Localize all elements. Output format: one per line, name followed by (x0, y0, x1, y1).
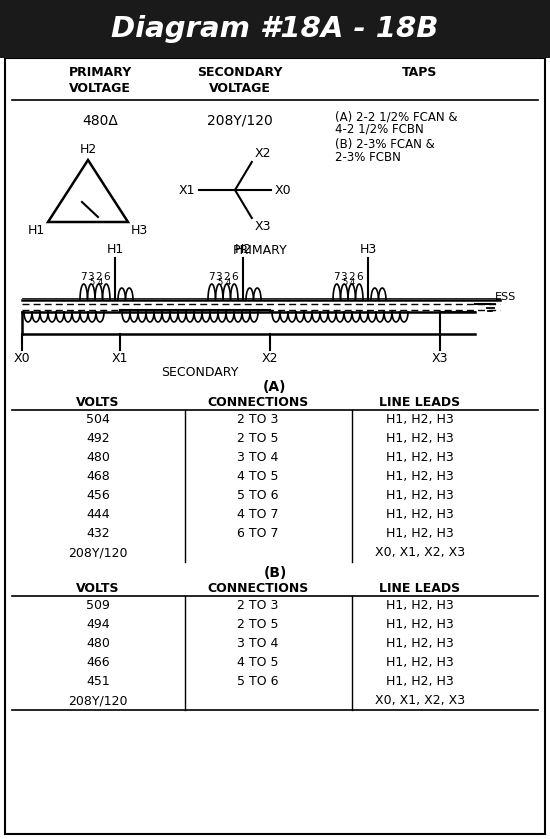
Text: SECONDARY: SECONDARY (161, 366, 239, 379)
Text: 456: 456 (86, 489, 110, 502)
Text: 2-3% FCBN: 2-3% FCBN (335, 151, 401, 164)
Text: 480Δ: 480Δ (82, 114, 118, 128)
Text: 432: 432 (86, 527, 110, 540)
Text: 2: 2 (223, 272, 230, 282)
Text: 4 TO 5: 4 TO 5 (237, 470, 279, 483)
Text: 2: 2 (349, 272, 355, 282)
Text: Diagram #18A - 18B: Diagram #18A - 18B (111, 15, 439, 43)
Text: 6: 6 (356, 272, 362, 282)
Text: X0: X0 (14, 352, 30, 365)
Text: H1, H2, H3: H1, H2, H3 (386, 637, 454, 650)
Text: H1, H2, H3: H1, H2, H3 (386, 489, 454, 502)
Text: H1, H2, H3: H1, H2, H3 (386, 413, 454, 426)
Text: TAPS: TAPS (402, 66, 438, 79)
Text: H1, H2, H3: H1, H2, H3 (386, 451, 454, 464)
Text: 3 TO 4: 3 TO 4 (237, 637, 279, 650)
Text: H1, H2, H3: H1, H2, H3 (386, 432, 454, 445)
Text: 2 TO 5: 2 TO 5 (237, 618, 279, 631)
Text: 208Y/120: 208Y/120 (68, 694, 128, 707)
Text: H1, H2, H3: H1, H2, H3 (386, 675, 454, 688)
Text: 3: 3 (215, 272, 222, 282)
Text: 5 TO 6: 5 TO 6 (237, 675, 279, 688)
Text: 208Y/120: 208Y/120 (207, 114, 273, 128)
Text: 5: 5 (218, 278, 223, 287)
Text: 4-2 1/2% FCBN: 4-2 1/2% FCBN (335, 123, 424, 136)
Text: H3: H3 (359, 243, 377, 256)
Text: VOLTS: VOLTS (76, 582, 120, 595)
Text: LINE LEADS: LINE LEADS (379, 396, 460, 409)
Text: 2 TO 3: 2 TO 3 (237, 413, 279, 426)
Text: LINE LEADS: LINE LEADS (379, 582, 460, 595)
Text: H2: H2 (79, 143, 97, 156)
Text: X1: X1 (112, 352, 128, 365)
Text: X3: X3 (432, 352, 448, 365)
Text: 3 TO 4: 3 TO 4 (237, 451, 279, 464)
Text: 6: 6 (231, 272, 238, 282)
Text: 5: 5 (343, 278, 348, 287)
Text: 504: 504 (86, 413, 110, 426)
Text: 6: 6 (103, 272, 109, 282)
Text: 509: 509 (86, 599, 110, 612)
Text: X2: X2 (255, 147, 271, 160)
Text: (A): (A) (263, 380, 287, 394)
Text: 4: 4 (225, 278, 230, 287)
Text: X0, X1, X2, X3: X0, X1, X2, X3 (375, 694, 465, 707)
Text: 7: 7 (333, 272, 340, 282)
Text: X0: X0 (275, 184, 292, 196)
Text: H1, H2, H3: H1, H2, H3 (386, 618, 454, 631)
Text: 2 TO 5: 2 TO 5 (237, 432, 279, 445)
Text: H1, H2, H3: H1, H2, H3 (386, 508, 454, 521)
Text: 480: 480 (86, 637, 110, 650)
Text: 4: 4 (97, 278, 102, 287)
Text: H1, H2, H3: H1, H2, H3 (386, 470, 454, 483)
Text: 7: 7 (80, 272, 87, 282)
Text: (B): (B) (263, 566, 287, 580)
Text: H3: H3 (131, 224, 149, 237)
Text: X0, X1, X2, X3: X0, X1, X2, X3 (375, 546, 465, 559)
Text: 7: 7 (208, 272, 215, 282)
Text: 444: 444 (86, 508, 110, 521)
Text: CONNECTIONS: CONNECTIONS (207, 582, 309, 595)
Text: H1: H1 (106, 243, 124, 256)
Text: 451: 451 (86, 675, 110, 688)
Text: 492: 492 (86, 432, 110, 445)
Bar (0, 0, 550, 58)
Text: 5: 5 (90, 278, 95, 287)
Text: 6 TO 7: 6 TO 7 (237, 527, 279, 540)
Text: 4 TO 5: 4 TO 5 (237, 656, 279, 669)
Text: 5 TO 6: 5 TO 6 (237, 489, 279, 502)
Text: VOLTS: VOLTS (76, 396, 120, 409)
Text: ESS: ESS (495, 292, 516, 302)
Text: H1, H2, H3: H1, H2, H3 (386, 527, 454, 540)
Text: H1, H2, H3: H1, H2, H3 (386, 656, 454, 669)
Text: X2: X2 (262, 352, 278, 365)
Text: (B) 2-3% FCAN &: (B) 2-3% FCAN & (335, 138, 434, 151)
Text: 468: 468 (86, 470, 110, 483)
Text: X1: X1 (179, 184, 195, 196)
Text: 494: 494 (86, 618, 110, 631)
Text: H2: H2 (234, 243, 252, 256)
Text: 208Y/120: 208Y/120 (68, 546, 128, 559)
Text: 466: 466 (86, 656, 110, 669)
Text: 4: 4 (350, 278, 355, 287)
Text: PRIMARY
VOLTAGE: PRIMARY VOLTAGE (68, 66, 131, 95)
Text: H1: H1 (28, 224, 45, 237)
Text: CONNECTIONS: CONNECTIONS (207, 396, 309, 409)
Text: PRIMARY: PRIMARY (233, 244, 287, 257)
Text: 2: 2 (96, 272, 102, 282)
Text: (A) 2-2 1/2% FCAN &: (A) 2-2 1/2% FCAN & (335, 110, 458, 123)
Text: 480: 480 (86, 451, 110, 464)
Text: 3: 3 (340, 272, 346, 282)
Text: 4 TO 7: 4 TO 7 (237, 508, 279, 521)
Text: X3: X3 (255, 220, 271, 233)
Text: 2 TO 3: 2 TO 3 (237, 599, 279, 612)
Text: H1, H2, H3: H1, H2, H3 (386, 599, 454, 612)
Text: 3: 3 (87, 272, 94, 282)
Text: SECONDARY
VOLTAGE: SECONDARY VOLTAGE (197, 66, 283, 95)
